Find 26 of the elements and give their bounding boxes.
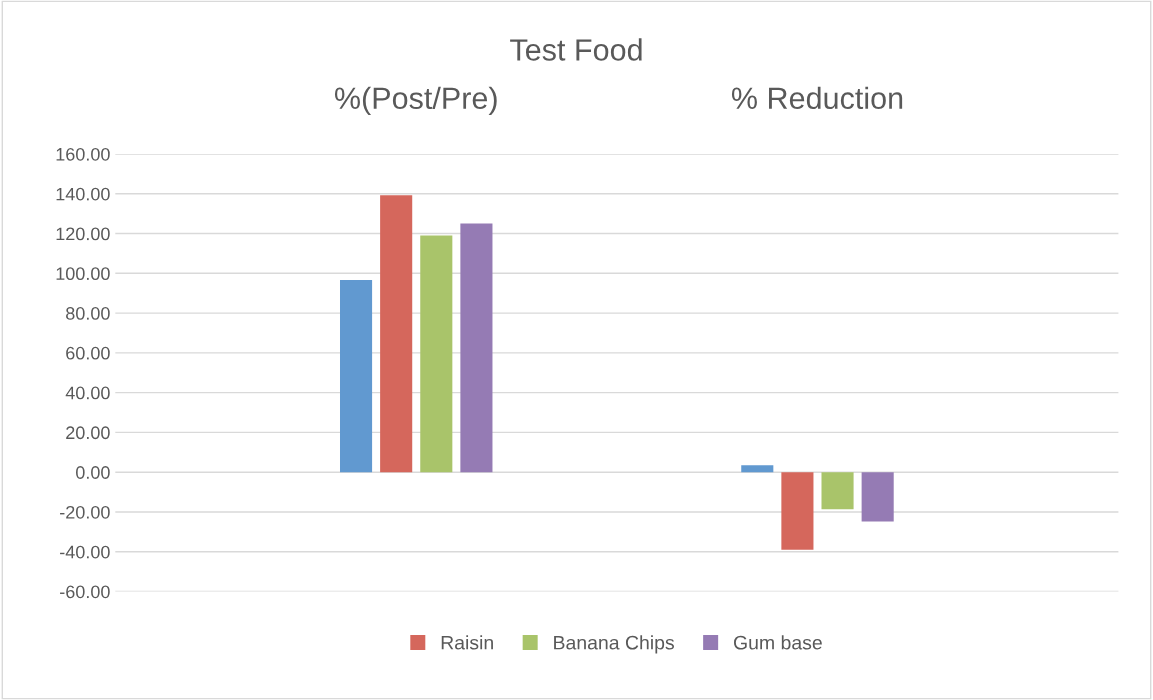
y-tick-label: 60.00 (66, 346, 110, 360)
y-tick-label: 40.00 (65, 386, 110, 400)
legend-label: Raisin (441, 635, 493, 650)
y-tick-label: -20.00 (60, 505, 110, 519)
bar (861, 472, 894, 522)
bar (340, 279, 373, 473)
chart-title: Test Food (510, 38, 642, 61)
y-tick-label: 100.00 (56, 267, 110, 281)
y-tick-label: 20.00 (66, 426, 110, 440)
bar (460, 223, 493, 473)
y-tick-label: -60.00 (60, 585, 110, 599)
y-tick-label: 160.00 (56, 147, 110, 161)
y-tick-label: -40.00 (60, 545, 110, 559)
x-tick-label: % Reduction (731, 86, 903, 110)
bar (821, 472, 854, 510)
bar (781, 472, 814, 550)
x-tick-label: %(Post/Pre) (334, 86, 497, 116)
legend-label: Banana Chips (554, 635, 674, 654)
bar (420, 235, 453, 473)
bar (380, 195, 413, 473)
y-tick-label: 140.00 (56, 187, 110, 201)
legend-label: Gum base (733, 635, 822, 650)
bar (741, 465, 774, 473)
y-tick-label: 80.00 (66, 307, 110, 320)
y-tick-label: 120.00 (56, 227, 110, 241)
y-tick-label: 0.00 (76, 466, 110, 479)
